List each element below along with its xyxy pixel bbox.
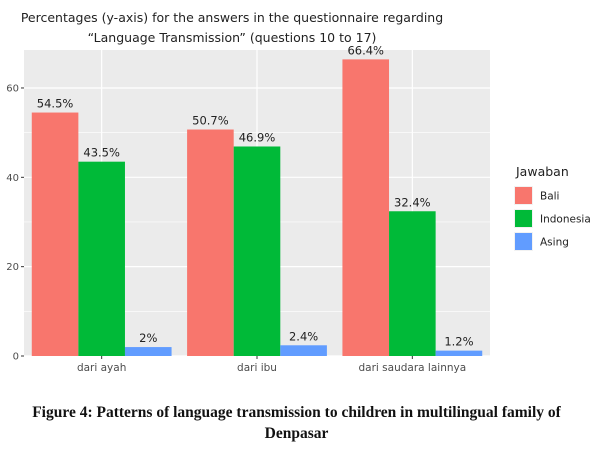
bar-chart: Percentages (y-axis) for the answers in … [6, 10, 591, 374]
bar-asing-1 [124, 347, 172, 356]
bar-asing-3 [435, 350, 483, 356]
x-tick-label: dari ayah [77, 362, 126, 374]
legend-key-bali [515, 187, 532, 204]
data-label: 66.4% [347, 43, 384, 57]
bar-asing-2 [280, 345, 327, 356]
data-label: 32.4% [394, 195, 431, 209]
data-label: 2% [139, 331, 157, 345]
y-tick-label: 20 [6, 262, 19, 273]
chart-title-line-1: Percentages (y-axis) for the answers in … [21, 10, 443, 25]
bar-indonesia-2 [233, 146, 281, 356]
figure-caption: Figure 4: Patterns of language transmiss… [32, 404, 561, 442]
data-label: 2.4% [289, 329, 318, 343]
data-label: 1.2% [444, 335, 473, 349]
bar-bali-3 [342, 59, 390, 357]
legend-key-indonesia [515, 210, 532, 227]
data-label: 54.5% [37, 97, 74, 111]
x-tick-label: dari saudara lainnya [359, 362, 467, 374]
bar-indonesia-1 [78, 161, 125, 356]
legend-label: Asing [540, 237, 569, 249]
bar-indonesia-3 [389, 211, 436, 356]
y-tick-label: 40 [6, 173, 19, 184]
data-label: 50.7% [192, 114, 229, 128]
data-label: 46.9% [239, 130, 276, 144]
x-tick-label: dari ibu [237, 362, 277, 374]
legend-title: Jawaban [515, 164, 569, 179]
y-tick-label: 60 [6, 83, 19, 94]
bar-bali-1 [31, 112, 79, 356]
data-label: 43.5% [83, 146, 120, 160]
legend-key-asing [515, 233, 532, 250]
bar-bali-2 [187, 129, 234, 356]
chart-title-line-2: “Language Transmission” (questions 10 to… [88, 30, 377, 45]
legend-label: Bali [540, 191, 559, 203]
y-tick-label: 0 [13, 352, 19, 363]
legend-label: Indonesia [540, 214, 591, 226]
